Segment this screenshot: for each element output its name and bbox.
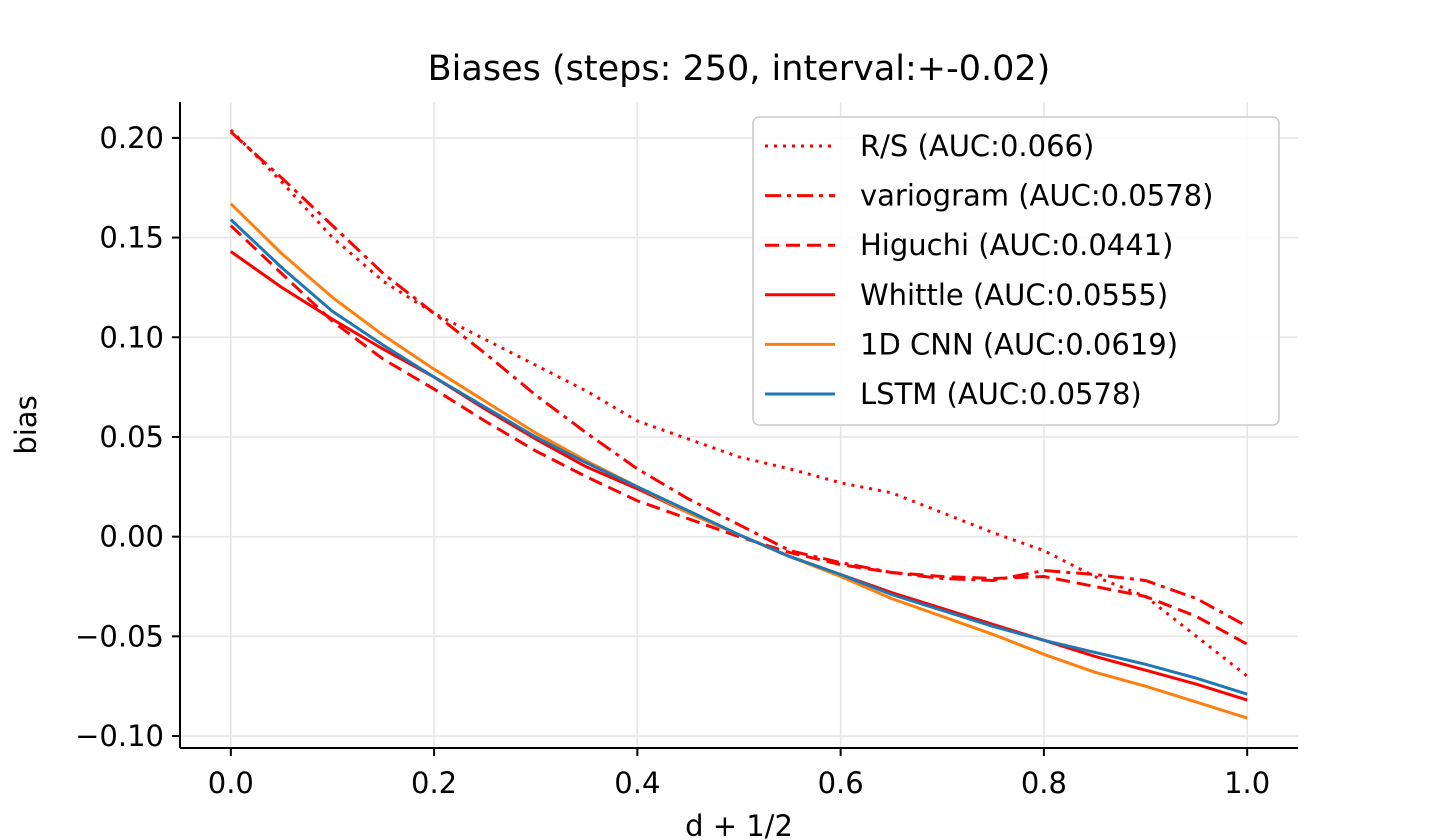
axes (179, 102, 1298, 749)
legend-label: 1D CNN (AUC:0.0619) (860, 327, 1178, 361)
chart-title: Biases (steps: 250, interval:+-0.02) (428, 49, 1051, 89)
y-tick-label: 0.00 (99, 520, 164, 554)
legend-label: R/S (AUC:0.066) (860, 129, 1094, 163)
y-tick-label: 0.05 (99, 420, 164, 454)
y-ticks: −0.10 −0.05 0.00 0.05 0.10 0.15 0.20 (75, 121, 180, 753)
x-tick-label: 0.2 (411, 766, 457, 800)
legend-label: Whittle (AUC:0.0555) (860, 278, 1168, 312)
legend-label: LSTM (AUC:0.0578) (860, 377, 1142, 411)
legend: R/S (AUC:0.066) variogram (AUC:0.0578) Hig… (752, 116, 1280, 426)
legend-box (752, 116, 1280, 426)
y-tick-label: 0.10 (99, 320, 164, 354)
y-tick-label: 0.20 (99, 121, 164, 155)
y-tick-label: −0.05 (75, 619, 164, 653)
series-line (229, 130, 1248, 628)
y-tick-label: −0.10 (75, 719, 164, 753)
y-tick-label: 0.15 (99, 221, 164, 255)
legend-label: Higuchi (AUC:0.0441) (860, 228, 1173, 262)
x-tick-label: 0.0 (208, 766, 254, 800)
series-line (229, 128, 1249, 678)
series-lines (229, 128, 1249, 720)
y-axis-label: bias (9, 395, 43, 454)
series-line (229, 218, 1248, 696)
x-tick-label: 0.6 (818, 766, 864, 800)
x-tick-label: 0.8 (1021, 766, 1067, 800)
x-ticks: 0.0 0.2 0.4 0.6 0.8 1.0 (208, 748, 1270, 800)
legend-items: R/S (AUC:0.066) variogram (AUC:0.0578) Hig… (765, 129, 1213, 411)
x-axis-label: d + 1/2 (685, 809, 793, 840)
x-tick-label: 0.4 (614, 766, 660, 800)
legend-label: variogram (AUC:0.0578) (860, 179, 1213, 213)
series-line (229, 224, 1248, 646)
x-tick-label: 1.0 (1224, 766, 1270, 800)
